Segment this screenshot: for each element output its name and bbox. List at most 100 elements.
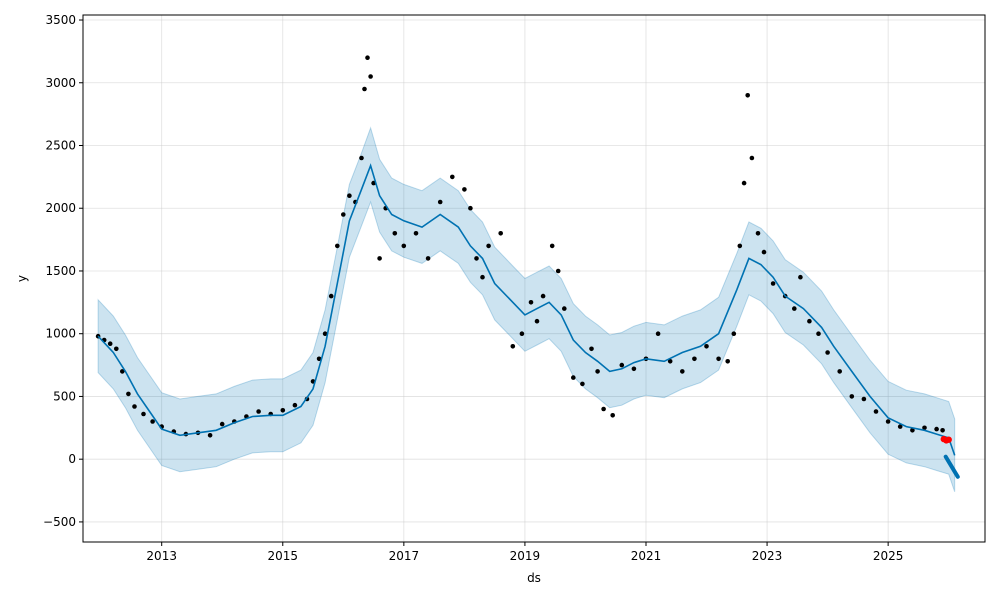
observed-point <box>480 274 485 280</box>
observed-point <box>731 331 737 337</box>
x-tick-label: 2017 <box>389 549 420 563</box>
holdout-point <box>945 436 952 443</box>
observed-point <box>368 74 373 79</box>
observed-point <box>335 243 340 249</box>
observed-point <box>825 350 830 355</box>
uncertainty-band <box>97 126 956 492</box>
holdout-points-layer <box>940 435 952 444</box>
y-tick-label: 2000 <box>45 201 76 215</box>
y-tick-label: 500 <box>53 389 76 403</box>
x-tick-label: 2015 <box>267 549 298 563</box>
observed-point <box>450 174 455 180</box>
observed-point <box>359 155 364 161</box>
observed-point <box>141 411 146 417</box>
observed-point <box>680 369 685 374</box>
observed-point <box>219 421 225 427</box>
observed-point <box>132 404 137 409</box>
observed-point <box>341 212 346 217</box>
observed-point <box>107 341 113 347</box>
observed-point <box>619 362 625 368</box>
observed-point <box>716 356 721 362</box>
plot-frame <box>82 14 986 543</box>
observed-point <box>413 231 419 236</box>
x-tick-label: 2021 <box>631 549 662 563</box>
observed-point <box>761 249 767 255</box>
observed-point <box>519 331 525 337</box>
observed-point <box>437 199 443 205</box>
observed-point <box>365 55 370 60</box>
observed-point <box>798 274 803 280</box>
observed-point <box>510 344 516 349</box>
observed-point <box>328 293 334 299</box>
observed-point <box>667 359 673 364</box>
observed-point <box>692 356 697 362</box>
observed-point <box>897 424 903 429</box>
observed-point <box>873 409 879 414</box>
observed-point <box>837 369 842 374</box>
observed-point <box>474 256 479 261</box>
observed-point <box>601 406 606 412</box>
observed-point <box>737 243 743 249</box>
observed-point <box>562 306 567 311</box>
observed-point <box>207 433 213 438</box>
observed-points-layer <box>95 55 945 438</box>
grid-layer <box>83 15 985 542</box>
observed-point <box>126 391 131 397</box>
ticks-layer: 2013 2015 2017 2019 2021 2023 2025 −500 0 500 1000… <box>43 13 903 563</box>
observed-point <box>316 356 322 362</box>
observed-point <box>885 419 891 424</box>
forecast-line-layer <box>97 163 960 479</box>
y-tick-label: 1500 <box>45 264 76 278</box>
observed-point <box>749 155 755 161</box>
observed-point <box>555 268 561 274</box>
observed-point <box>528 300 534 305</box>
observed-point <box>114 346 119 352</box>
y-tick-label: 3500 <box>45 13 76 27</box>
y-tick-label: 3000 <box>45 76 76 90</box>
observed-point <box>655 331 661 337</box>
observed-point <box>940 428 945 433</box>
forecast-line <box>97 163 956 456</box>
observed-point <box>392 231 398 236</box>
observed-point <box>540 293 546 299</box>
observed-point <box>849 394 855 399</box>
observed-point <box>256 409 261 414</box>
observed-point <box>861 396 867 402</box>
observed-point <box>425 256 431 261</box>
observed-point <box>280 408 286 413</box>
observed-point <box>362 86 367 92</box>
observed-point <box>704 344 709 349</box>
uncertainty-band-layer <box>97 126 956 492</box>
observed-point <box>347 193 352 198</box>
observed-point <box>462 187 467 192</box>
observed-point <box>534 318 540 324</box>
observed-point <box>498 231 504 236</box>
observed-point <box>595 369 600 374</box>
observed-point <box>934 426 939 432</box>
observed-point <box>401 243 407 249</box>
observed-point <box>745 93 750 98</box>
x-tick-label: 2019 <box>510 549 541 563</box>
observed-point <box>755 231 761 236</box>
observed-point <box>589 346 594 352</box>
y-tick-label: −500 <box>43 515 76 529</box>
observed-point <box>580 381 585 387</box>
observed-point <box>150 419 155 424</box>
y-tick-label: 0 <box>68 452 76 466</box>
observed-point <box>610 413 615 418</box>
observed-point <box>725 359 730 364</box>
x-axis-title: ds <box>527 571 541 585</box>
observed-point <box>468 205 473 211</box>
observed-point <box>120 369 125 374</box>
x-tick-label: 2013 <box>146 549 177 563</box>
observed-point <box>807 318 812 324</box>
observed-point <box>571 375 576 380</box>
observed-point <box>486 243 491 249</box>
x-tick-label: 2025 <box>873 549 904 563</box>
observed-point <box>377 256 382 261</box>
observed-point <box>741 180 747 186</box>
y-axis-title: y <box>15 275 29 282</box>
y-tick-label: 1000 <box>45 327 76 341</box>
